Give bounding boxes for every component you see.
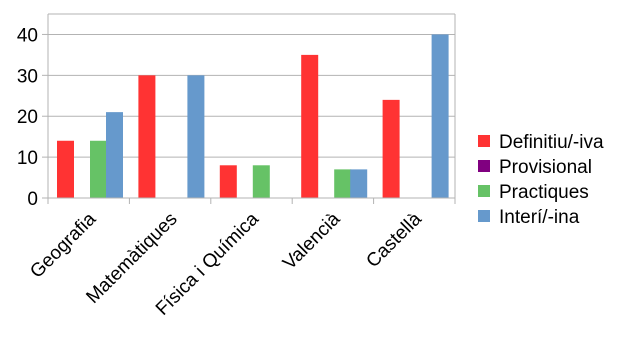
bar [334, 169, 352, 198]
bar [219, 165, 237, 198]
legend: Definitiu/-iva Provisional Practiques Inter… [478, 132, 604, 228]
bar [252, 165, 270, 198]
bar [350, 169, 368, 198]
y-tick-label: 30 [17, 66, 38, 87]
legend-label: Provisional [499, 157, 592, 178]
y-tick-label: 40 [17, 25, 38, 46]
bar [138, 75, 156, 198]
x-tick-label: Castellà [362, 208, 426, 272]
legend-swatch [478, 185, 490, 197]
bar [431, 34, 449, 198]
bar [301, 54, 319, 199]
y-tick-label: 0 [27, 189, 38, 210]
legend-swatch [478, 135, 490, 147]
x-tick-label: Valencià [279, 208, 345, 274]
bar [57, 140, 74, 198]
y-tick-label: 10 [17, 148, 38, 169]
legend-label: Definitiu/-iva [499, 132, 604, 153]
bar [382, 99, 400, 198]
x-tick-label: Geografia [26, 208, 100, 282]
bars [57, 34, 449, 199]
bar [187, 75, 205, 198]
axes [42, 14, 456, 204]
y-axis-ticks: 0 10 20 30 40 [17, 25, 38, 210]
legend-swatch [478, 210, 490, 222]
legend-label: Interí/-ina [499, 207, 580, 228]
legend-swatch [478, 160, 490, 172]
y-tick-label: 20 [17, 107, 38, 128]
bar [90, 140, 107, 198]
bar [106, 112, 123, 198]
legend-label: Practiques [499, 182, 589, 203]
